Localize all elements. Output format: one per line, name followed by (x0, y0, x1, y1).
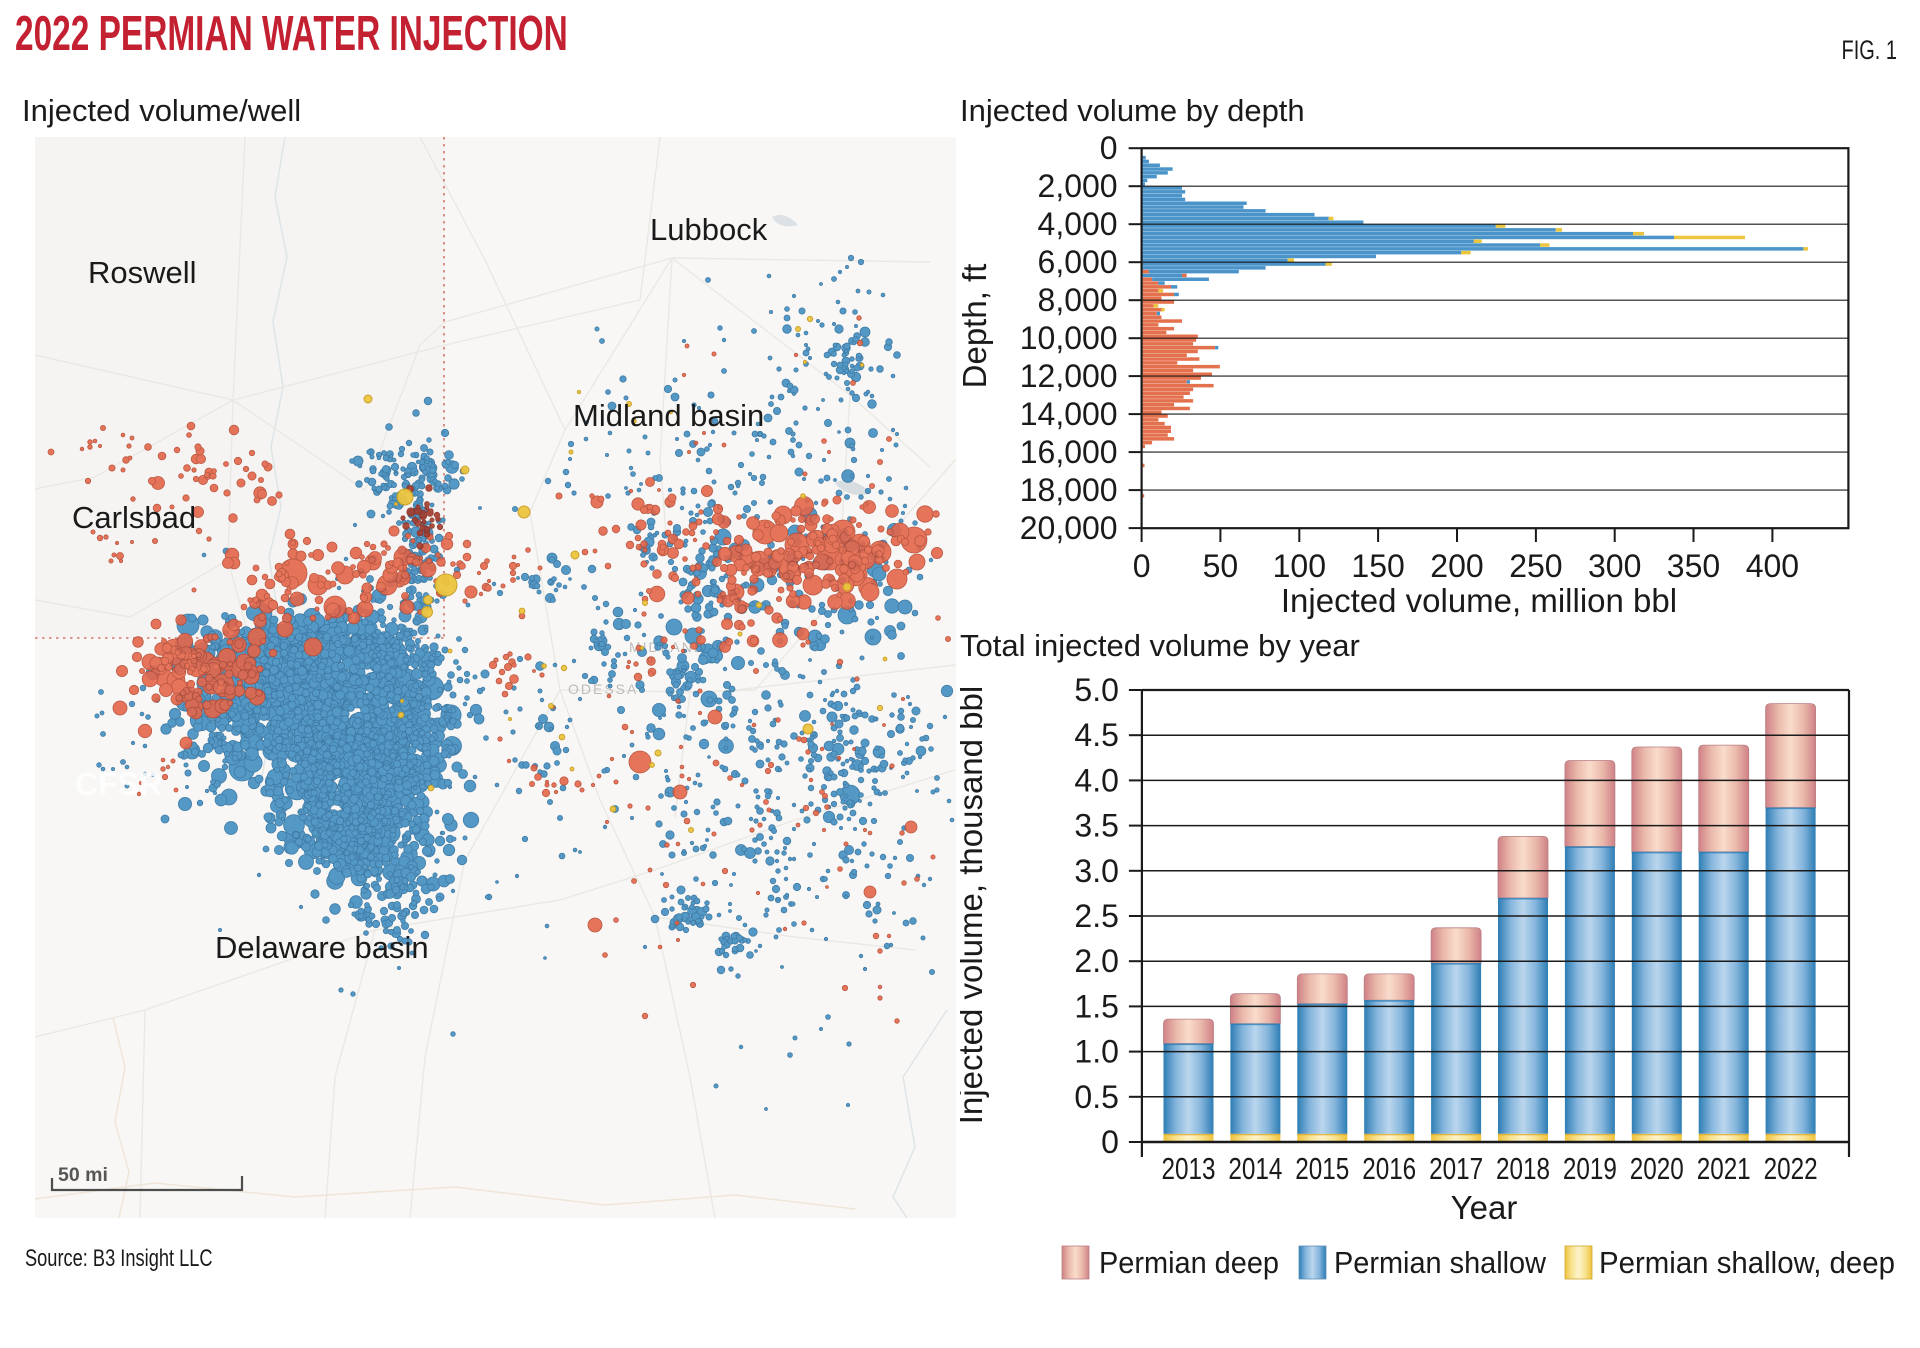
svg-text:Permian shallow: Permian shallow (1334, 1245, 1547, 1280)
svg-text:Injected volume, million bbl: Injected volume, million bbl (1281, 582, 1677, 619)
svg-text:250: 250 (1509, 548, 1562, 584)
svg-text:4,000: 4,000 (1038, 206, 1118, 242)
svg-text:8,000: 8,000 (1038, 282, 1118, 318)
svg-text:2019: 2019 (1563, 1151, 1617, 1186)
svg-text:Midland basin: Midland basin (573, 398, 764, 433)
svg-text:18,000: 18,000 (1020, 472, 1118, 508)
svg-text:2020: 2020 (1630, 1151, 1684, 1186)
svg-text:12,000: 12,000 (1020, 358, 1118, 394)
svg-text:100: 100 (1273, 548, 1326, 584)
svg-text:0: 0 (1101, 1124, 1119, 1160)
svg-text:2014: 2014 (1228, 1151, 1282, 1186)
svg-text:0.5: 0.5 (1074, 1079, 1118, 1115)
svg-text:4.5: 4.5 (1074, 717, 1118, 753)
svg-text:Injected volume, thousand bbl: Injected volume, thousand bbl (960, 686, 989, 1124)
svg-text:1.5: 1.5 (1074, 988, 1118, 1024)
svg-text:2.5: 2.5 (1074, 898, 1118, 934)
svg-text:2022: 2022 (1764, 1151, 1818, 1186)
svg-text:Year: Year (1451, 1189, 1518, 1226)
svg-text:16,000: 16,000 (1020, 434, 1118, 470)
svg-text:ODESSA: ODESSA (568, 681, 638, 697)
svg-text:2013: 2013 (1162, 1151, 1216, 1186)
svg-text:2017: 2017 (1429, 1151, 1483, 1186)
svg-text:0: 0 (1133, 548, 1151, 584)
svg-text:400: 400 (1746, 548, 1799, 584)
svg-text:Permian shallow, deep: Permian shallow, deep (1599, 1245, 1895, 1280)
svg-text:2.0: 2.0 (1074, 943, 1118, 979)
svg-text:2018: 2018 (1496, 1151, 1550, 1186)
svg-text:5.0: 5.0 (1074, 672, 1118, 708)
svg-text:1.0: 1.0 (1074, 1034, 1118, 1070)
svg-text:Lubbock: Lubbock (650, 212, 768, 247)
svg-text:14,000: 14,000 (1020, 396, 1118, 432)
svg-text:Roswell: Roswell (88, 255, 197, 290)
svg-text:200: 200 (1430, 548, 1483, 584)
svg-text:150: 150 (1351, 548, 1404, 584)
svg-text:6,000: 6,000 (1038, 244, 1118, 280)
svg-text:3.0: 3.0 (1074, 853, 1118, 889)
svg-text:300: 300 (1588, 548, 1641, 584)
svg-text:2015: 2015 (1295, 1151, 1349, 1186)
svg-text:2021: 2021 (1697, 1151, 1751, 1186)
svg-text:Delaware basin: Delaware basin (215, 930, 429, 965)
svg-text:50 mi: 50 mi (58, 1164, 108, 1186)
svg-text:0: 0 (1100, 130, 1118, 166)
svg-text:3.5: 3.5 (1074, 808, 1118, 844)
svg-text:10,000: 10,000 (1020, 320, 1118, 356)
svg-text:CFSR: CFSR (75, 766, 162, 802)
svg-text:20,000: 20,000 (1020, 510, 1118, 546)
svg-text:350: 350 (1667, 548, 1720, 584)
svg-text:Permian deep: Permian deep (1099, 1245, 1279, 1280)
svg-text:4.0: 4.0 (1074, 762, 1118, 798)
svg-text:Carlsbad: Carlsbad (72, 500, 196, 535)
svg-text:2016: 2016 (1362, 1151, 1416, 1186)
svg-text:Depth, ft: Depth, ft (960, 264, 993, 389)
svg-text:2,000: 2,000 (1038, 168, 1118, 204)
svg-text:50: 50 (1203, 548, 1239, 584)
